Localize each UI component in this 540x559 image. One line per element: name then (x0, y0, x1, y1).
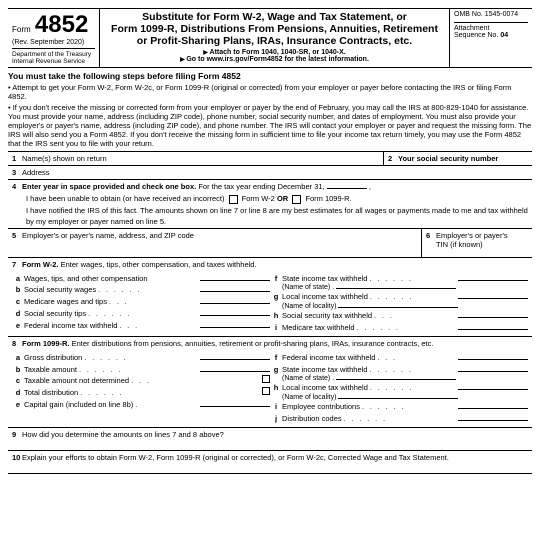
line-8h-note: (Name of locality) (270, 394, 528, 401)
sequence: Attachment Sequence No. 04 (454, 25, 528, 39)
line-7-header: 7Form W-2. Enter wages, tips, other comp… (8, 258, 532, 271)
dept-line1: Department of the Treasury (12, 51, 91, 58)
form-label: Form (12, 25, 31, 34)
line-5[interactable]: 5Employer's or payer's name, address, an… (8, 229, 422, 257)
checkbox-1099r[interactable] (292, 195, 301, 204)
line-8g[interactable]: gState income tax withheld. . . . . . (270, 364, 528, 376)
line-8b[interactable]: bTaxable amount. . . . . . (12, 364, 270, 376)
pre-heading: You must take the following steps before… (8, 71, 532, 81)
line-7a[interactable]: aWages, tips, and other compensation (12, 273, 270, 285)
pre-bullet-1: Attempt to get your Form W-2, Form W-2c,… (8, 83, 532, 101)
line-2[interactable]: 2Your social security number (384, 152, 532, 165)
revision: (Rev. September 2020) (12, 39, 95, 46)
line-8c[interactable]: cTaxable amount not determined. . . (12, 375, 270, 387)
attach-instructions: Attach to Form 1040, 1040-SR, or 1040-X.… (104, 49, 445, 63)
line-7f[interactable]: fState income tax withheld. . . . . . (270, 273, 528, 285)
line-4: 4Enter year in space provided and check … (8, 180, 532, 193)
line-8f[interactable]: fFederal income tax withheld. . . (270, 352, 528, 364)
line-7h[interactable]: hSocial security tax withheld. . . (270, 310, 528, 322)
line-7c[interactable]: cMedicare wages and tips. . . (12, 296, 270, 308)
line-8e[interactable]: eCapital gain (included on line 8b). (12, 399, 270, 411)
form-title: Substitute for Form W-2, Wage and Tax St… (104, 11, 445, 47)
line-10[interactable]: 10Explain your efforts to obtain Form W-… (8, 451, 532, 473)
omb-number: OMB No. 1545-0074 (454, 11, 528, 23)
form-number: 4852 (35, 11, 88, 39)
line-8a[interactable]: aGross distribution. . . . . . (12, 352, 270, 364)
line-7g-note: (Name of locality) (270, 303, 528, 310)
line-7i[interactable]: iMedicare tax withheld. . . . . . (270, 322, 528, 334)
line-4-sub1: I have been unable to obtain (or have re… (8, 193, 532, 205)
pre-bullet-2: If you don't receive the missing or corr… (8, 103, 532, 148)
line-3[interactable]: 3Address (8, 166, 532, 179)
line-7g[interactable]: gLocal income tax withheld. . . . . . (270, 291, 528, 303)
line-6[interactable]: 6Employer's or payer'sTIN (if known) (422, 229, 532, 257)
line-8d[interactable]: dTotal distribution. . . . . . (12, 387, 270, 399)
line-7e[interactable]: eFederal income tax withheld. . . (12, 320, 270, 332)
checkbox-8c[interactable] (262, 375, 270, 383)
form-header: Form 4852 (Rev. September 2020) Departme… (8, 8, 532, 68)
dept-line2: Internal Revenue Service (12, 58, 85, 65)
line-8j[interactable]: jDistribution codes. . . . . . (270, 413, 528, 425)
line-8-header: 8Form 1099-R. Enter distributions from p… (8, 337, 532, 350)
line-7f-note: (Name of state) . (270, 284, 528, 291)
line-9[interactable]: 9How did you determine the amounts on li… (8, 428, 532, 450)
line-8i[interactable]: iEmployee contributions. . . . . . (270, 401, 528, 413)
line-1[interactable]: 1Name(s) shown on return (8, 152, 384, 165)
line-7b[interactable]: bSocial security wages. . . . . . (12, 284, 270, 296)
line-4-sub2: I have notified the IRS of this fact. Th… (8, 205, 532, 227)
line-8g-note: (Name of state) . (270, 375, 528, 382)
checkbox-8d[interactable] (262, 387, 270, 395)
department: Department of the Treasury Internal Reve… (12, 48, 95, 65)
line-8h[interactable]: hLocal income tax withheld. . . . . . (270, 382, 528, 394)
checkbox-w2[interactable] (229, 195, 238, 204)
line-7d[interactable]: dSocial security tips. . . . . . (12, 308, 270, 320)
